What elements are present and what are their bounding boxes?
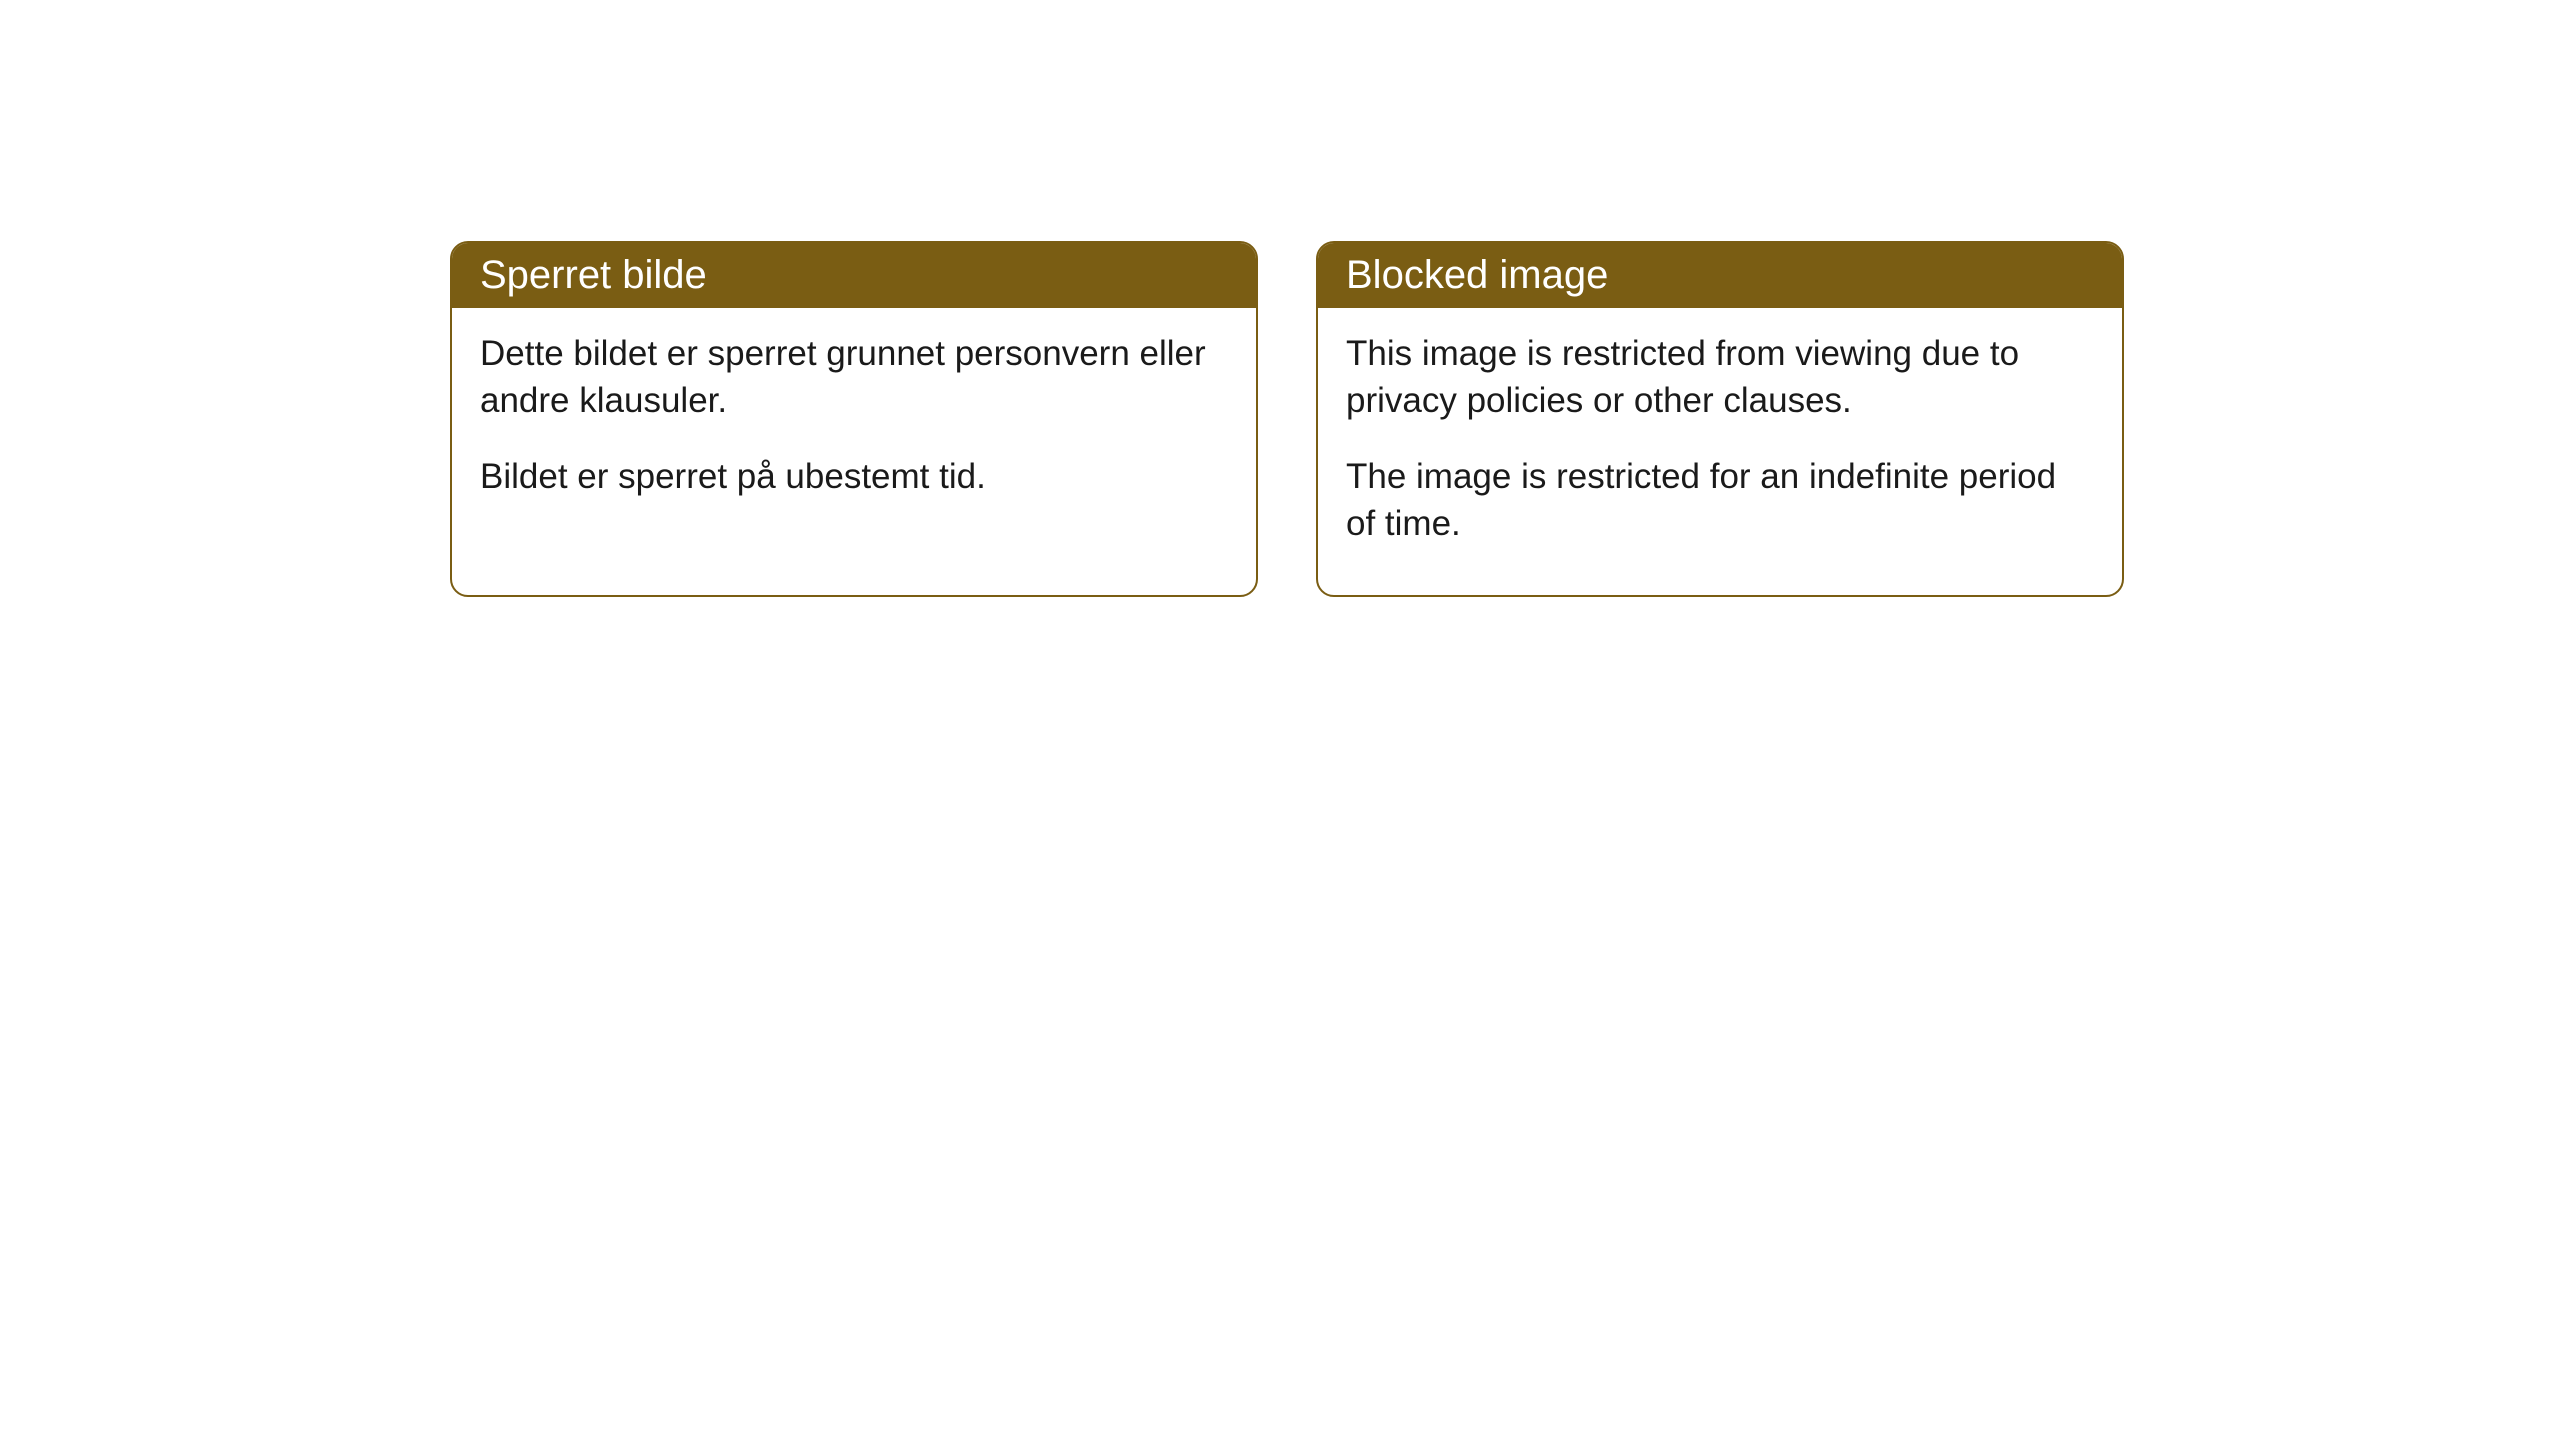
cards-container: Sperret bilde Dette bildet er sperret gr… xyxy=(450,241,2124,597)
card-header-en: Blocked image xyxy=(1318,243,2122,308)
card-body-no: Dette bildet er sperret grunnet personve… xyxy=(452,308,1256,548)
card-title-en: Blocked image xyxy=(1346,253,1608,297)
card-paragraph-no-2: Bildet er sperret på ubestemt tid. xyxy=(480,453,1228,500)
card-title-no: Sperret bilde xyxy=(480,253,707,297)
blocked-image-card-no: Sperret bilde Dette bildet er sperret gr… xyxy=(450,241,1258,597)
card-paragraph-en-2: The image is restricted for an indefinit… xyxy=(1346,453,2094,548)
card-body-en: This image is restricted from viewing du… xyxy=(1318,308,2122,595)
card-paragraph-no-1: Dette bildet er sperret grunnet personve… xyxy=(480,330,1228,425)
blocked-image-card-en: Blocked image This image is restricted f… xyxy=(1316,241,2124,597)
card-paragraph-en-1: This image is restricted from viewing du… xyxy=(1346,330,2094,425)
card-header-no: Sperret bilde xyxy=(452,243,1256,308)
